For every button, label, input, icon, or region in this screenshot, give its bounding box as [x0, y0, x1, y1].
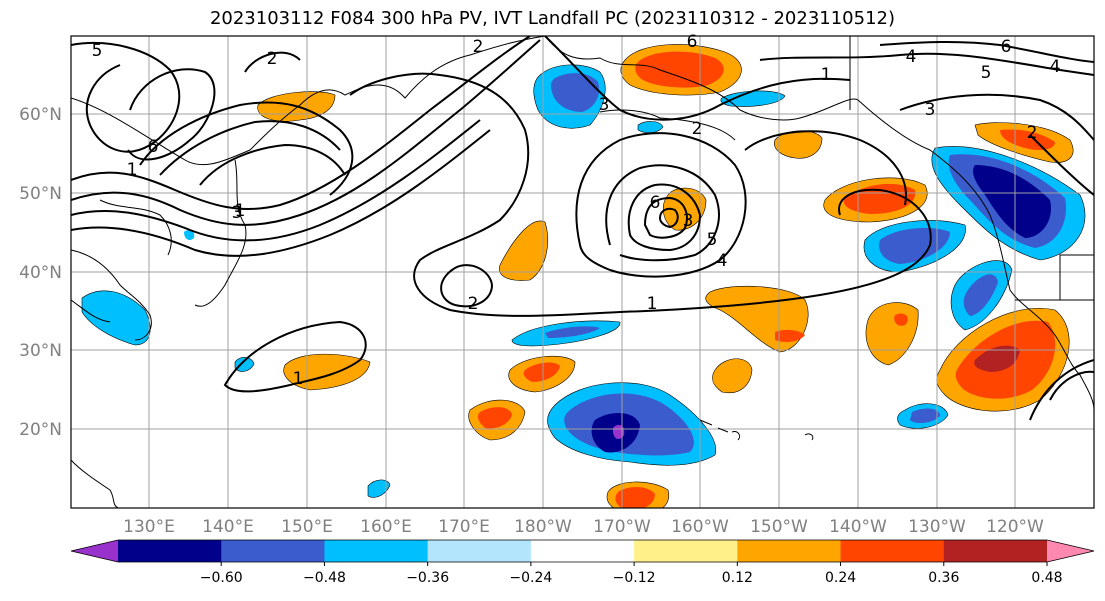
lat-label: 20°N — [19, 420, 62, 440]
longitude-labels: 130°E 140°E 150°E 160°E 170°E 180°W 170°… — [123, 517, 1044, 537]
colorbar-segment — [943, 540, 1048, 562]
contour-label: 4 — [717, 251, 728, 271]
contour-label: 6 — [1001, 37, 1012, 57]
contour-label: 3 — [925, 100, 936, 120]
colorbar-segment — [634, 540, 738, 562]
lon-label: 160°W — [671, 517, 729, 537]
lon-label: 120°W — [986, 517, 1044, 537]
contour-label: 5 — [707, 230, 718, 250]
contour-label: 2 — [468, 294, 479, 314]
contour-label: 2 — [1027, 123, 1038, 143]
contour-label: 6 — [687, 32, 698, 52]
pv-contours — [71, 36, 1094, 421]
contour-label: 1 — [293, 369, 304, 389]
colorbar-extend-low — [71, 540, 118, 562]
contour-label: 4 — [1050, 57, 1061, 77]
lat-label: 50°N — [19, 184, 62, 204]
contour-label: 3 — [232, 203, 243, 223]
map-frame — [70, 35, 1095, 509]
lon-label: 150°W — [750, 517, 808, 537]
latitude-labels: 60°N 50°N 40°N 30°N 20°N — [19, 105, 62, 440]
contour-label: 5 — [981, 63, 992, 83]
colorbar-tick-label: −0.60 — [200, 570, 243, 586]
colorbar-tick-label: −0.36 — [406, 570, 449, 586]
lon-label: 130°W — [908, 517, 966, 537]
lon-label: 170°W — [593, 517, 651, 537]
lon-label: 140°E — [202, 517, 254, 537]
lat-label: 30°N — [19, 341, 62, 361]
colorbar-outline — [70, 539, 1095, 563]
contour-label: 3 — [599, 95, 610, 115]
colorbar-tick-label: −0.48 — [303, 570, 346, 586]
colorbar-segment — [840, 540, 945, 562]
colorbar-segment — [221, 540, 325, 562]
colorbar-segment — [118, 540, 222, 562]
lon-label: 150°E — [281, 517, 333, 537]
contour-label: 3 — [683, 211, 694, 231]
graticule — [71, 36, 1094, 508]
colorbar-tick-label: 0.36 — [928, 570, 959, 586]
lon-label: 130°E — [123, 517, 175, 537]
colorbar-extend-high — [1047, 540, 1094, 562]
contour-label: 5 — [92, 41, 103, 61]
contour-label: 1 — [235, 201, 246, 221]
lon-label: 170°E — [438, 517, 490, 537]
contour-label: 2 — [473, 37, 484, 57]
contour-label: 2 — [692, 119, 703, 139]
lat-label: 40°N — [19, 263, 62, 283]
contour-label: 6 — [148, 137, 159, 157]
colorbar-tick-label: 0.24 — [825, 570, 856, 586]
colorbar-tick-label: −0.12 — [613, 570, 656, 586]
contour-label: 1 — [821, 65, 832, 85]
colorbar-tick-label: 0.12 — [722, 570, 753, 586]
colorbar: −0.60 −0.48 −0.36 −0.24 −0.12 0.12 0.24 0.36 0.4… — [70, 539, 1095, 586]
lon-label: 160°E — [360, 517, 412, 537]
chart-title: 2023103112 F084 300 hPa PV, IVT Landfall… — [209, 8, 896, 29]
contour-label: 1 — [127, 160, 138, 180]
contour-label: 4 — [906, 47, 917, 67]
coastlines — [71, 36, 1094, 508]
colorbar-segment — [427, 540, 532, 562]
colorbar-tick-label: 0.48 — [1031, 570, 1062, 586]
contour-label: 1 — [647, 294, 658, 314]
lon-label: 140°W — [829, 517, 887, 537]
contour-label: 6 — [650, 193, 661, 213]
lon-label: 180°W — [514, 517, 572, 537]
colorbar-segment — [324, 540, 429, 562]
contour-label: 2 — [267, 49, 278, 69]
colorbar-segment — [530, 540, 635, 562]
colorbar-segment — [737, 540, 842, 562]
lat-label: 60°N — [19, 105, 62, 125]
colorbar-tick-label: −0.24 — [509, 570, 552, 586]
